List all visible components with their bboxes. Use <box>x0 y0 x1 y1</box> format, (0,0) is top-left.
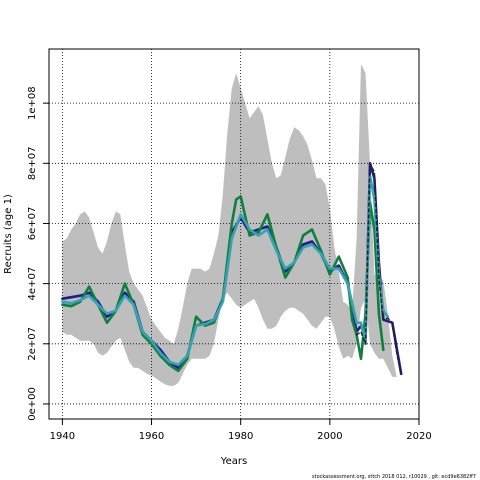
x-tick-label-3: 2000 <box>317 431 342 442</box>
y-tick-label-2: 4e+07 <box>27 267 38 301</box>
y-tick-label-5: 1e+08 <box>27 86 38 120</box>
x-tick-label-4: 2020 <box>406 431 431 442</box>
x-tick-label-0: 1940 <box>50 431 75 442</box>
series-line-3 <box>355 162 402 375</box>
series-lines <box>61 162 403 376</box>
plot-frame <box>48 48 420 420</box>
x-tick-label-2: 1980 <box>228 431 253 442</box>
y-tick-label-4: 8e+07 <box>27 146 38 180</box>
y-axis-title: Recruits (age 1) <box>3 194 14 274</box>
x-axis-title: Years <box>220 456 247 467</box>
footer-text: stockassessment.org, sttch 2018 012, r10… <box>312 474 476 480</box>
series-line-2 <box>61 174 390 367</box>
y-tick-label-0: 0e+00 <box>27 387 38 421</box>
y-tick-label-3: 6e+07 <box>27 207 38 241</box>
x-tick-label-1: 1960 <box>139 431 164 442</box>
axes: 1940 1960 1980 2000 2020 0e+00 2e+07 4e+07 6e+07… <box>27 86 432 442</box>
y-tick-label-1: 2e+07 <box>27 327 38 361</box>
series-line-1 <box>61 195 385 373</box>
